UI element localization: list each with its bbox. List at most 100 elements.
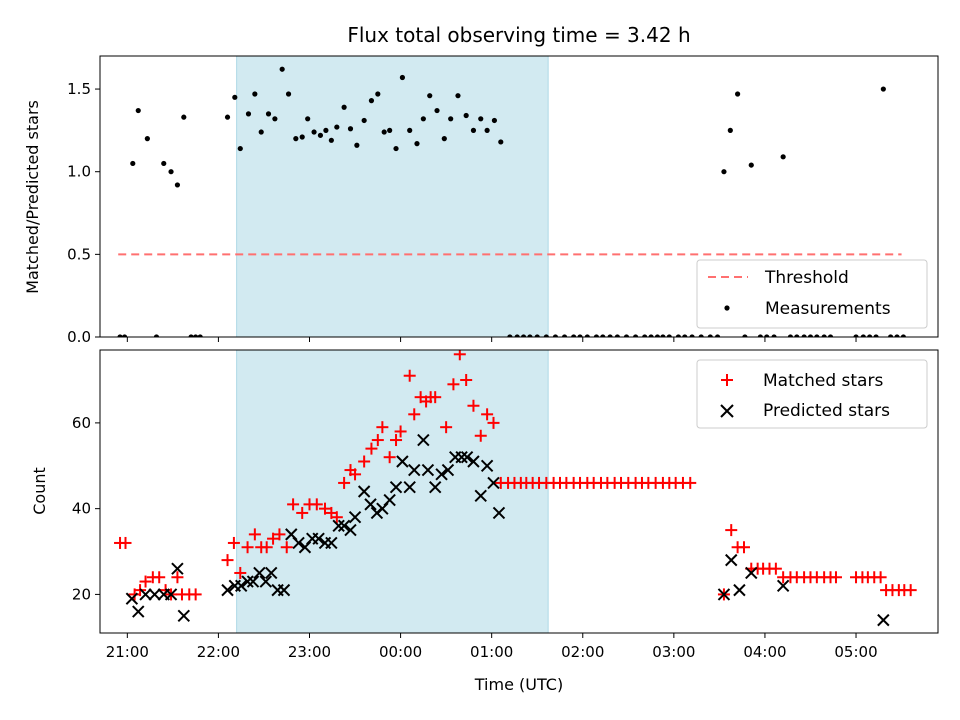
matched-star-point xyxy=(221,554,234,567)
predicted-star-point xyxy=(344,523,357,537)
count-y-axis-label: Count xyxy=(30,467,49,515)
ratio-y-tick-label: 1.5 xyxy=(67,80,91,98)
measurement-point xyxy=(279,66,285,72)
measurement-point xyxy=(807,334,814,337)
matched-star-point xyxy=(383,451,396,464)
predicted-star-point xyxy=(234,579,248,593)
ratio-y-tick-label: 1.0 xyxy=(67,163,91,181)
matched-star-point xyxy=(280,541,293,554)
measurement-point xyxy=(117,334,123,337)
measurement-point xyxy=(347,126,354,132)
measurement-point xyxy=(375,91,381,97)
matched-star-point xyxy=(153,571,166,584)
measurement-point xyxy=(197,334,203,337)
matched-star-point xyxy=(371,434,384,447)
matched-star-point xyxy=(447,378,460,391)
predicted-star-point xyxy=(246,575,260,588)
predicted-star-point xyxy=(171,562,184,575)
predicted-star-point xyxy=(776,579,790,593)
matched-star-point xyxy=(481,408,494,421)
measurement-point xyxy=(161,160,167,167)
measurement-point xyxy=(607,334,613,337)
matched-star-point xyxy=(429,391,442,404)
predicted-star-point xyxy=(325,536,338,550)
measurement-point xyxy=(174,182,181,188)
measurement-point xyxy=(654,334,661,337)
x-axis-label: Time (UTC) xyxy=(474,675,563,694)
matched-star-point xyxy=(904,584,917,597)
measurement-point xyxy=(623,334,630,337)
predicted-star-point xyxy=(148,588,161,601)
predicted-star-point xyxy=(455,450,468,464)
x-tick-label: 03:00 xyxy=(652,643,695,661)
measurement-point xyxy=(168,169,174,175)
measurement-point xyxy=(414,141,420,147)
predicted-star-point xyxy=(132,605,145,618)
measurement-point xyxy=(130,160,136,167)
measurement-point xyxy=(393,145,399,152)
matched-star-point xyxy=(248,528,261,541)
matched-legend-label: Matched stars xyxy=(763,371,883,391)
predicted-star-point xyxy=(492,506,506,520)
measurement-point xyxy=(381,129,387,135)
matched-star-point xyxy=(318,502,331,515)
predicted-star-point xyxy=(428,481,442,494)
predicted-star-point xyxy=(403,481,416,494)
measurement-point xyxy=(463,112,469,119)
measurement-point xyxy=(642,334,648,337)
measurement-point xyxy=(888,334,894,337)
measurement-point xyxy=(455,93,461,99)
predicted-star-point xyxy=(435,468,448,481)
predicted-star-point xyxy=(221,583,234,597)
matched-star-point xyxy=(287,498,300,511)
measurement-point xyxy=(305,116,311,122)
count-y-tick-label: 40 xyxy=(72,500,91,518)
matched-legend-marker xyxy=(721,374,733,386)
predicted-star-point xyxy=(312,532,325,545)
measurement-point xyxy=(794,334,800,337)
measurement-point xyxy=(272,116,278,122)
matched-star-point xyxy=(260,541,273,554)
matched-star-point xyxy=(769,562,782,575)
predicted-star-point xyxy=(717,588,731,601)
predicted-star-point xyxy=(421,463,435,477)
ratio-axes-frame xyxy=(99,55,939,338)
measurement-point xyxy=(323,127,329,133)
matched-star-point xyxy=(273,528,286,541)
matched-star-point xyxy=(349,468,362,481)
measurement-point xyxy=(427,93,433,99)
measurement-point xyxy=(188,334,194,337)
measurement-point xyxy=(334,124,340,130)
measurement-point xyxy=(764,334,770,337)
predicted-star-point xyxy=(383,493,396,507)
matched-star-point xyxy=(296,506,309,519)
measurement-point xyxy=(354,142,360,148)
matched-star-point xyxy=(390,434,403,447)
measurement-point xyxy=(721,169,727,175)
measurement-point xyxy=(153,334,160,337)
matched-star-point xyxy=(119,536,132,549)
measurement-point xyxy=(814,334,820,337)
measurement-point xyxy=(757,334,763,337)
measurement-point xyxy=(520,334,527,337)
measurement-point xyxy=(265,111,272,117)
predicted-star-point xyxy=(417,433,430,447)
measurement-point xyxy=(787,334,794,337)
x-tick-label: 04:00 xyxy=(743,643,786,661)
count-y-tick-label: 20 xyxy=(72,585,91,603)
matched-star-point xyxy=(330,511,343,524)
measurement-point xyxy=(853,334,859,337)
measurements-legend-label: Measurements xyxy=(765,299,891,319)
measurement-point xyxy=(543,334,549,337)
measurement-point xyxy=(252,91,258,97)
measurement-point xyxy=(224,114,231,120)
matched-star-point xyxy=(467,399,480,412)
matched-star-point xyxy=(267,532,280,545)
measurement-point xyxy=(258,129,264,135)
matched-star-point xyxy=(403,369,416,382)
measurement-point xyxy=(880,86,886,92)
predicted-star-point xyxy=(357,485,371,498)
measurement-point xyxy=(666,334,672,337)
count-panel: 20 40 60 21:00 22:00 23:00 00:00 01:00 02:00 03:… xyxy=(30,349,939,694)
matched-star-point xyxy=(725,524,738,537)
